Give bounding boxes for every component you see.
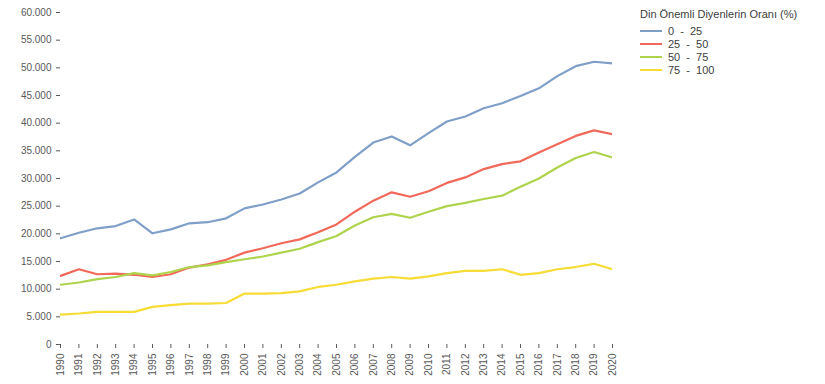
svg-text:2008: 2008 — [386, 353, 397, 376]
svg-text:2020: 2020 — [607, 353, 618, 376]
svg-text:2009: 2009 — [404, 353, 415, 376]
svg-text:25.000: 25.000 — [21, 200, 52, 211]
html-text:25 - 50: 25 - 50 — [668, 37, 709, 50]
svg-text:5.000: 5.000 — [26, 311, 51, 322]
svg-text:2014: 2014 — [496, 353, 507, 376]
svg-text:15.000: 15.000 — [21, 256, 52, 267]
svg-text:2013: 2013 — [478, 353, 489, 376]
svg-text:20.000: 20.000 — [21, 228, 52, 239]
svg-text:1996: 1996 — [165, 353, 176, 376]
html-text:Din Önemli Diyenlerin Oranı (%: Din Önemli Diyenlerin Oranı (%) — [640, 8, 798, 20]
svg-text:10.000: 10.000 — [21, 283, 52, 294]
svg-text:1990: 1990 — [55, 353, 66, 376]
svg-text:50.000: 50.000 — [21, 62, 52, 73]
svg-text:2017: 2017 — [552, 353, 563, 376]
svg-text:2012: 2012 — [460, 353, 471, 376]
svg-text:1994: 1994 — [128, 353, 139, 376]
svg-text:2018: 2018 — [570, 353, 581, 376]
svg-text:40.000: 40.000 — [21, 117, 52, 128]
svg-text:2004: 2004 — [312, 353, 323, 376]
svg-text:1997: 1997 — [184, 353, 195, 376]
html-text:75 - 100: 75 - 100 — [668, 63, 715, 76]
svg-text:2005: 2005 — [331, 353, 342, 376]
svg-text:35.000: 35.000 — [21, 145, 52, 156]
svg-text:55.000: 55.000 — [21, 34, 52, 45]
svg-text:30.000: 30.000 — [21, 173, 52, 184]
svg-text:2002: 2002 — [276, 353, 287, 376]
svg-text:2007: 2007 — [368, 353, 379, 376]
svg-text:2000: 2000 — [239, 353, 250, 376]
svg-text:45.000: 45.000 — [21, 90, 52, 101]
html-text:50 - 75: 50 - 75 — [668, 50, 709, 63]
svg-text:60.000: 60.000 — [21, 7, 52, 18]
svg-text:1995: 1995 — [147, 353, 158, 376]
svg-text:2016: 2016 — [533, 353, 544, 376]
svg-text:0: 0 — [46, 339, 52, 350]
svg-text:1999: 1999 — [220, 353, 231, 376]
svg-text:2003: 2003 — [294, 353, 305, 376]
svg-text:2006: 2006 — [349, 353, 360, 376]
svg-text:1998: 1998 — [202, 353, 213, 376]
svg-text:1992: 1992 — [92, 353, 103, 376]
svg-text:2001: 2001 — [257, 353, 268, 376]
svg-text:2019: 2019 — [588, 353, 599, 376]
svg-text:1991: 1991 — [73, 353, 84, 376]
html-text:0 - 25: 0 - 25 — [668, 24, 703, 37]
svg-text:2010: 2010 — [423, 353, 434, 376]
svg-text:1993: 1993 — [110, 353, 121, 376]
svg-text:2015: 2015 — [515, 353, 526, 376]
svg-text:2011: 2011 — [441, 353, 452, 375]
